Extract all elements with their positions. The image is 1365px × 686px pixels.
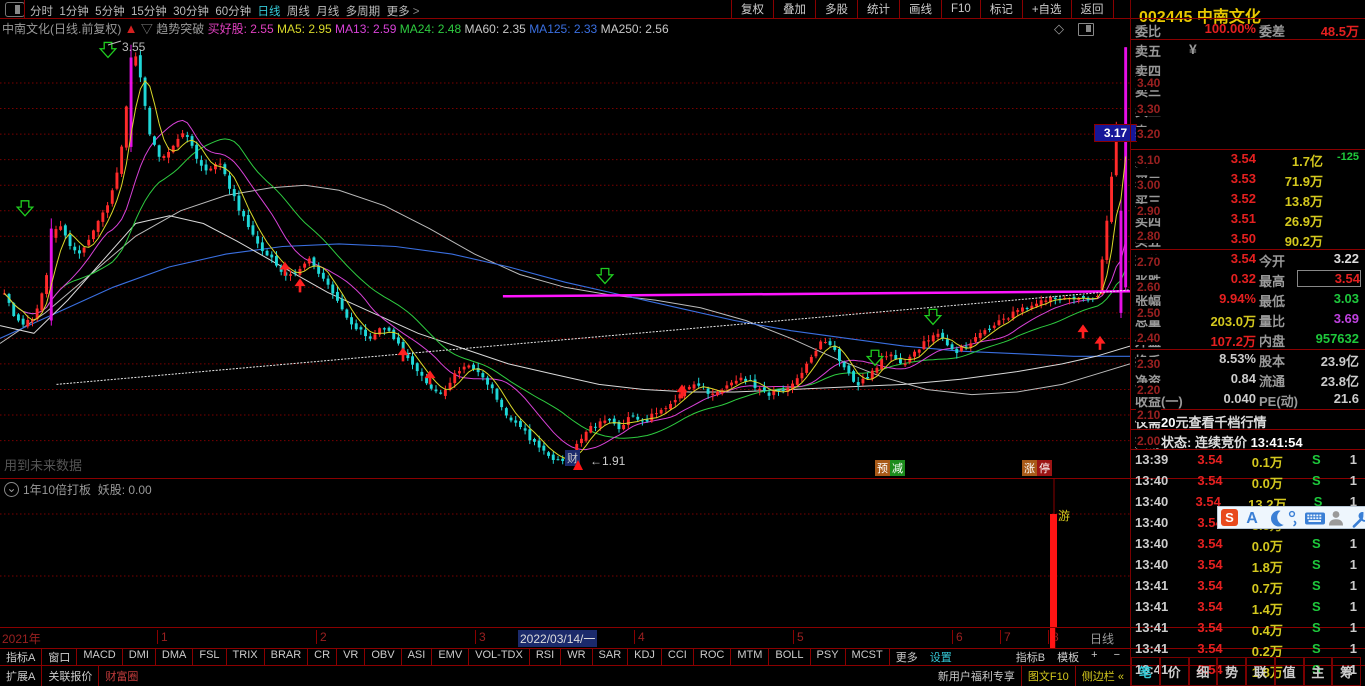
svg-text:3.55: 3.55 bbox=[122, 40, 146, 54]
svg-text:S: S bbox=[1225, 510, 1234, 525]
svg-text:A: A bbox=[1246, 510, 1258, 527]
